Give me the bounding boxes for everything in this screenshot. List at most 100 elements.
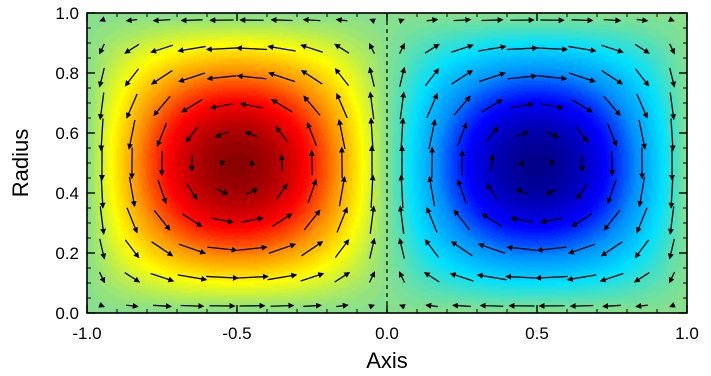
vector-arrow xyxy=(368,117,375,151)
vector-arrow xyxy=(536,246,567,253)
vector-arrow xyxy=(602,303,622,310)
vector-arrow xyxy=(667,238,675,260)
vector-arrow xyxy=(567,243,596,255)
vector-arrow xyxy=(124,272,141,283)
vector-arrow xyxy=(308,149,315,176)
vector-arrow xyxy=(452,302,472,309)
vector-arrow xyxy=(334,239,350,259)
vector-arrow xyxy=(489,154,496,171)
vector-arrow xyxy=(207,246,238,253)
vector-arrow xyxy=(634,239,650,259)
vector-arrow xyxy=(206,274,239,281)
x-axis-title: Axis xyxy=(366,348,408,373)
vector-arrow xyxy=(178,243,207,255)
y-tick-label: 0.4 xyxy=(55,184,79,203)
vector-arrow xyxy=(275,126,289,143)
vector-arrow xyxy=(426,17,439,24)
vector-arrow xyxy=(571,17,594,24)
vector-arrow xyxy=(300,272,325,282)
vector-arrow xyxy=(535,274,568,281)
vector-arrow xyxy=(156,122,168,147)
vector-arrow xyxy=(515,188,528,195)
vector-arrow xyxy=(636,207,648,234)
vector-arrow xyxy=(150,272,175,283)
vector-arrow xyxy=(515,130,530,138)
vector-arrow xyxy=(302,302,322,309)
vector-arrow xyxy=(99,16,106,22)
vector-arrow xyxy=(540,103,565,110)
vector-arrow xyxy=(426,206,438,233)
vector-arrow xyxy=(236,273,269,280)
vector-arrow xyxy=(271,213,293,227)
vector-arrow xyxy=(301,241,324,257)
vector-arrow xyxy=(451,69,474,85)
vector-arrow xyxy=(336,92,348,119)
vector-arrow xyxy=(599,272,624,283)
vector-arrow xyxy=(633,272,650,283)
vector-arrow xyxy=(268,242,297,254)
vector-arrow xyxy=(368,304,375,310)
vector-arrow xyxy=(398,271,406,283)
vector-arrow xyxy=(99,238,107,260)
vector-arrow xyxy=(336,206,348,233)
vector-field xyxy=(97,16,677,310)
vector-arrow xyxy=(181,99,203,113)
x-tick-label: 0.0 xyxy=(375,324,399,343)
vector-arrow xyxy=(338,175,347,207)
vector-arrow xyxy=(98,271,106,284)
vector-arrow xyxy=(424,43,440,54)
vector-arrow xyxy=(479,302,504,309)
vector-arrow xyxy=(126,302,139,309)
vector-arrow xyxy=(267,272,298,281)
vector-arrow xyxy=(566,274,597,282)
y-tick-label: 0.0 xyxy=(55,304,79,323)
vector-arrow xyxy=(271,99,293,113)
vector-arrow xyxy=(428,119,437,149)
x-tick-label: 1.0 xyxy=(675,324,699,343)
vector-arrow xyxy=(303,209,321,231)
vector-arrow xyxy=(576,183,588,200)
vector-arrow xyxy=(481,99,503,113)
y-tick-label: 1.0 xyxy=(55,4,79,23)
vector-arrow xyxy=(99,206,107,235)
vector-arrow xyxy=(459,149,466,176)
vector-arrow xyxy=(477,242,506,254)
vector-arrow xyxy=(369,205,377,234)
vector-arrow xyxy=(270,16,293,23)
vector-arrow xyxy=(367,66,375,87)
vector-arrow xyxy=(276,183,288,200)
vector-arrow xyxy=(306,122,318,147)
vector-arrow xyxy=(634,43,650,54)
vector-arrow xyxy=(609,150,616,177)
x-tick-label: -0.5 xyxy=(222,324,251,343)
vector-arrow xyxy=(268,71,296,83)
vector-arrow xyxy=(600,44,624,54)
vector-arrow xyxy=(486,183,498,200)
vector-arrow xyxy=(478,71,506,83)
vector-arrow xyxy=(249,159,256,166)
vector-arrow xyxy=(151,241,174,257)
vector-arrow xyxy=(126,207,138,234)
vector-arrow xyxy=(450,241,473,257)
vector-arrow xyxy=(518,159,525,166)
vector-arrow xyxy=(152,303,172,310)
vector-arrow xyxy=(606,122,618,147)
y-tick-label: 0.6 xyxy=(55,124,79,143)
vector-arrow xyxy=(507,73,538,80)
vector-arrow xyxy=(369,237,377,259)
vector-arrow xyxy=(300,43,324,53)
vector-arrow xyxy=(634,68,650,87)
vector-arrow xyxy=(481,16,504,23)
vector-arrow xyxy=(124,68,140,87)
vector-arrow xyxy=(505,273,538,280)
vector-arrow xyxy=(453,95,471,116)
vector-arrow xyxy=(152,17,171,24)
vector-arrow xyxy=(603,209,621,231)
vector-arrow xyxy=(216,188,229,195)
vector-arrow xyxy=(369,18,376,25)
vector-arrow xyxy=(126,93,138,119)
vector-arrow xyxy=(427,175,436,207)
vector-arrow xyxy=(548,160,555,167)
vector-arrow xyxy=(536,46,569,53)
vector-arrow xyxy=(424,67,440,87)
